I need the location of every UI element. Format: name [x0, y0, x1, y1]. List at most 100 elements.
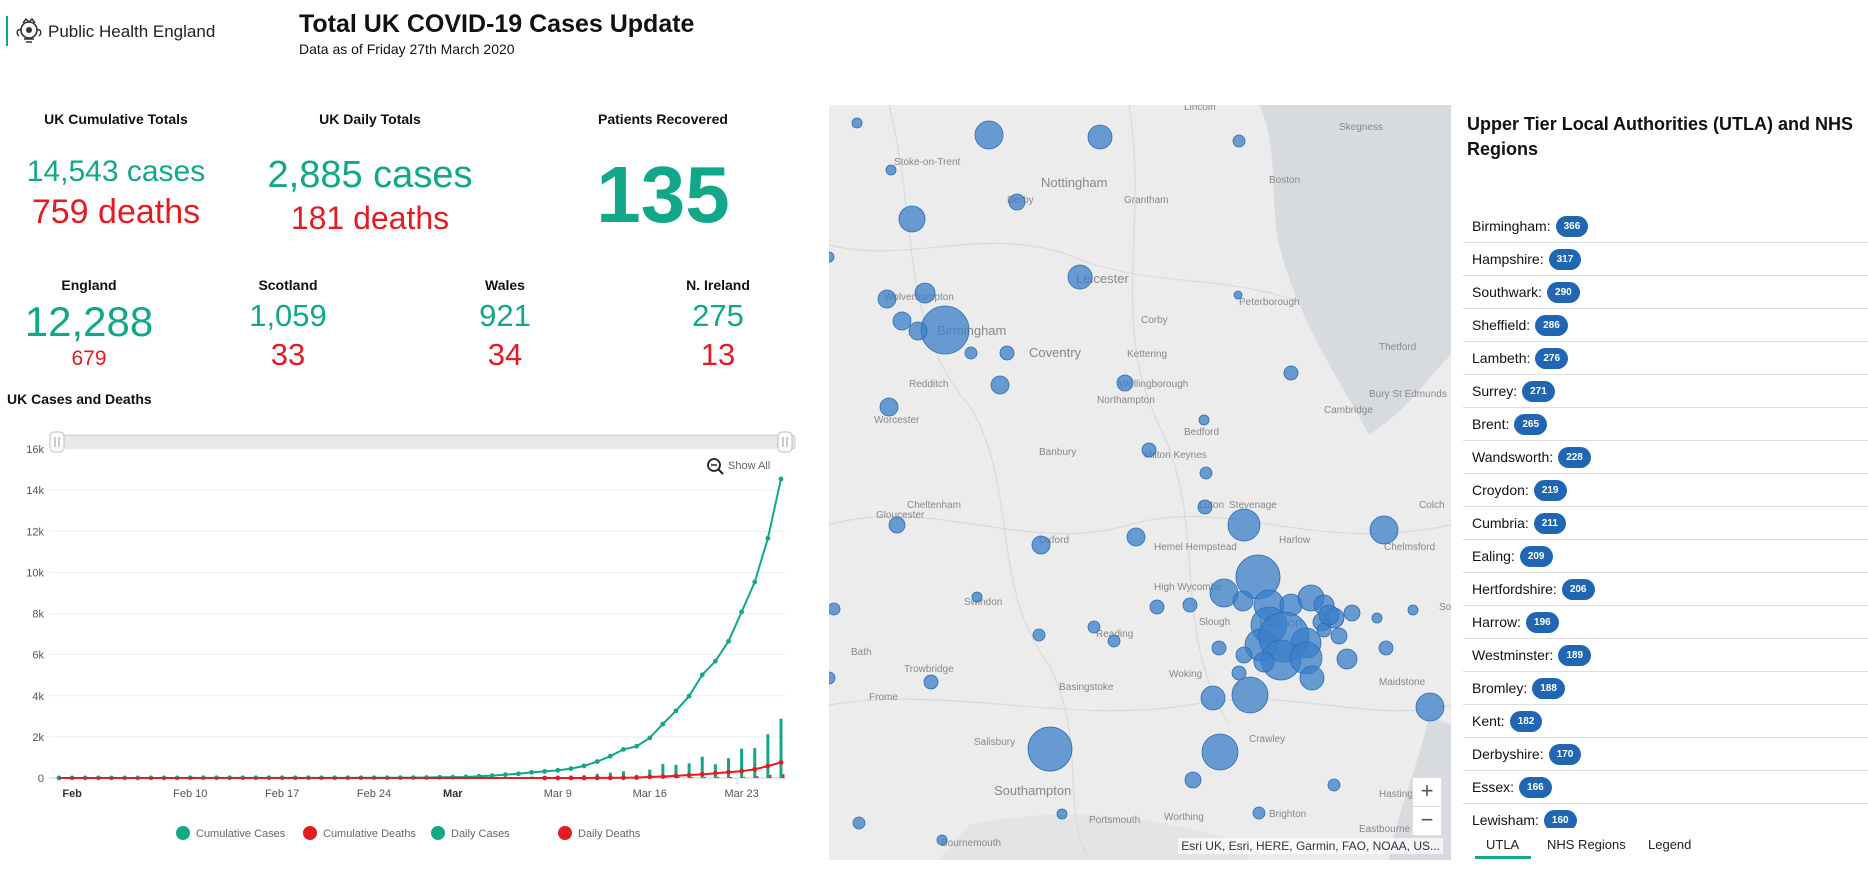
case-bubble[interactable] [1231, 665, 1247, 681]
utla-row[interactable]: Croydon: 219 [1463, 474, 1868, 507]
case-bubble[interactable] [1371, 612, 1383, 624]
utla-row[interactable]: Cumbria: 211 [1463, 507, 1868, 540]
case-bubble[interactable] [1231, 676, 1269, 714]
case-bubble[interactable] [1330, 627, 1348, 645]
case-bubble[interactable] [1378, 640, 1394, 656]
legend-marker[interactable] [558, 826, 572, 840]
case-bubble[interactable] [1107, 634, 1121, 648]
case-bubbles[interactable] [829, 117, 1445, 846]
utla-row[interactable]: Lambeth: 276 [1463, 342, 1868, 375]
utla-row[interactable]: Birmingham: 366 [1463, 210, 1868, 243]
utla-row[interactable]: Hertfordshire: 206 [1463, 573, 1868, 606]
case-bubble[interactable] [1253, 651, 1275, 673]
case-bubble[interactable] [974, 120, 1004, 150]
case-bubble[interactable] [920, 305, 970, 355]
case-bubble[interactable] [1327, 778, 1341, 792]
utla-row[interactable]: Derbyshire: 170 [1463, 738, 1868, 771]
tab-nhs-regions[interactable]: NHS Regions [1547, 837, 1626, 852]
case-bubble[interactable] [1056, 808, 1068, 820]
case-bubble[interactable] [879, 397, 899, 417]
case-bubble[interactable] [1415, 692, 1445, 722]
case-bubble[interactable] [1198, 414, 1210, 426]
legend-label[interactable]: Daily Cases [451, 828, 510, 840]
utla-row[interactable]: Harrow: 196 [1463, 606, 1868, 639]
case-bubble[interactable] [852, 816, 866, 830]
case-bubble[interactable] [1232, 134, 1246, 148]
case-bubble[interactable] [1116, 374, 1134, 392]
utla-row[interactable]: Sheffield: 286 [1463, 309, 1868, 342]
legend-label[interactable]: Cumulative Cases [196, 828, 286, 840]
chart-scrollbar[interactable] [54, 434, 796, 450]
case-bubble[interactable] [829, 671, 836, 685]
case-bubble[interactable] [1032, 628, 1046, 642]
case-bubble[interactable] [1369, 515, 1399, 545]
case-bubble[interactable] [964, 346, 978, 360]
cases-map[interactable]: LincolnSkegnessStoke-on-TrentNottinghamD… [829, 105, 1451, 860]
case-bubble[interactable] [877, 289, 897, 309]
case-bubble[interactable] [888, 516, 906, 534]
case-bubble[interactable] [892, 311, 912, 331]
utla-list[interactable]: Birmingham: 366 Hampshire: 317 Southwark: 290… [1463, 210, 1868, 828]
case-bubble[interactable] [1027, 726, 1073, 772]
legend-label[interactable]: Cumulative Deaths [323, 828, 416, 840]
utla-row[interactable]: Hampshire: 317 [1463, 243, 1868, 276]
case-bubble[interactable] [1197, 499, 1213, 515]
chart-legend[interactable]: Cumulative Cases Cumulative Deaths Daily C… [176, 826, 641, 840]
case-bubble[interactable] [829, 251, 835, 263]
utla-row[interactable]: Wandsworth: 228 [1463, 441, 1868, 474]
case-bubble[interactable] [1149, 599, 1165, 615]
case-bubble[interactable] [1182, 597, 1198, 613]
case-bubble[interactable] [1126, 527, 1146, 547]
case-bubble[interactable] [1407, 604, 1419, 616]
legend-marker[interactable] [431, 826, 445, 840]
case-bubble[interactable] [1235, 646, 1253, 664]
map-canvas[interactable]: LincolnSkegnessStoke-on-TrentNottinghamD… [829, 105, 1451, 860]
case-bubble[interactable] [1087, 124, 1113, 150]
case-bubble[interactable] [1336, 648, 1358, 670]
case-bubble[interactable] [1232, 590, 1254, 612]
legend-label[interactable]: Daily Deaths [578, 828, 641, 840]
case-bubble[interactable] [1252, 806, 1266, 820]
utla-row[interactable]: Brent: 265 [1463, 408, 1868, 441]
case-bubble[interactable] [1343, 604, 1361, 622]
case-bubble[interactable] [829, 602, 841, 616]
scrollbar-start-grip[interactable] [49, 431, 65, 453]
case-bubble[interactable] [1141, 442, 1157, 458]
utla-row[interactable]: Southwark: 290 [1463, 276, 1868, 309]
tab-legend[interactable]: Legend [1648, 837, 1692, 852]
case-bubble[interactable] [1087, 620, 1101, 634]
case-bubble[interactable] [1008, 193, 1026, 211]
case-bubble[interactable] [936, 834, 948, 846]
case-bubble[interactable] [885, 164, 897, 176]
case-bubble[interactable] [999, 345, 1015, 361]
utla-row[interactable]: Kent: 182 [1463, 705, 1868, 738]
zoom-in-button[interactable]: + [1412, 777, 1442, 807]
case-bubble[interactable] [908, 321, 928, 341]
tab-utla[interactable]: UTLA [1486, 837, 1520, 852]
case-bubble[interactable] [1201, 733, 1239, 771]
case-bubble[interactable] [971, 591, 983, 603]
legend-marker[interactable] [176, 826, 190, 840]
case-bubble[interactable] [1067, 264, 1093, 290]
utla-row[interactable]: Ealing: 209 [1463, 540, 1868, 573]
case-bubble[interactable] [1211, 640, 1227, 656]
case-bubble[interactable] [898, 205, 926, 233]
case-bubble[interactable] [851, 117, 863, 129]
utla-row[interactable]: Lewisham: 160 [1463, 804, 1868, 828]
case-bubble[interactable] [990, 375, 1010, 395]
legend-marker[interactable] [303, 826, 317, 840]
show-all-button[interactable]: Show All [707, 458, 770, 475]
case-bubble[interactable] [1227, 508, 1261, 542]
utla-row[interactable]: Essex: 166 [1463, 771, 1868, 804]
case-bubble[interactable] [1199, 466, 1213, 480]
case-bubble[interactable] [1184, 771, 1202, 789]
case-bubble[interactable] [923, 674, 939, 690]
case-bubble[interactable] [914, 282, 936, 304]
case-bubble[interactable] [1299, 665, 1325, 691]
scrollbar-end-grip[interactable] [777, 431, 793, 453]
case-bubble[interactable] [1283, 365, 1299, 381]
case-bubble[interactable] [1031, 535, 1051, 555]
case-bubble[interactable] [1318, 604, 1340, 626]
utla-row[interactable]: Westminster: 189 [1463, 639, 1868, 672]
case-bubble[interactable] [1233, 290, 1243, 300]
